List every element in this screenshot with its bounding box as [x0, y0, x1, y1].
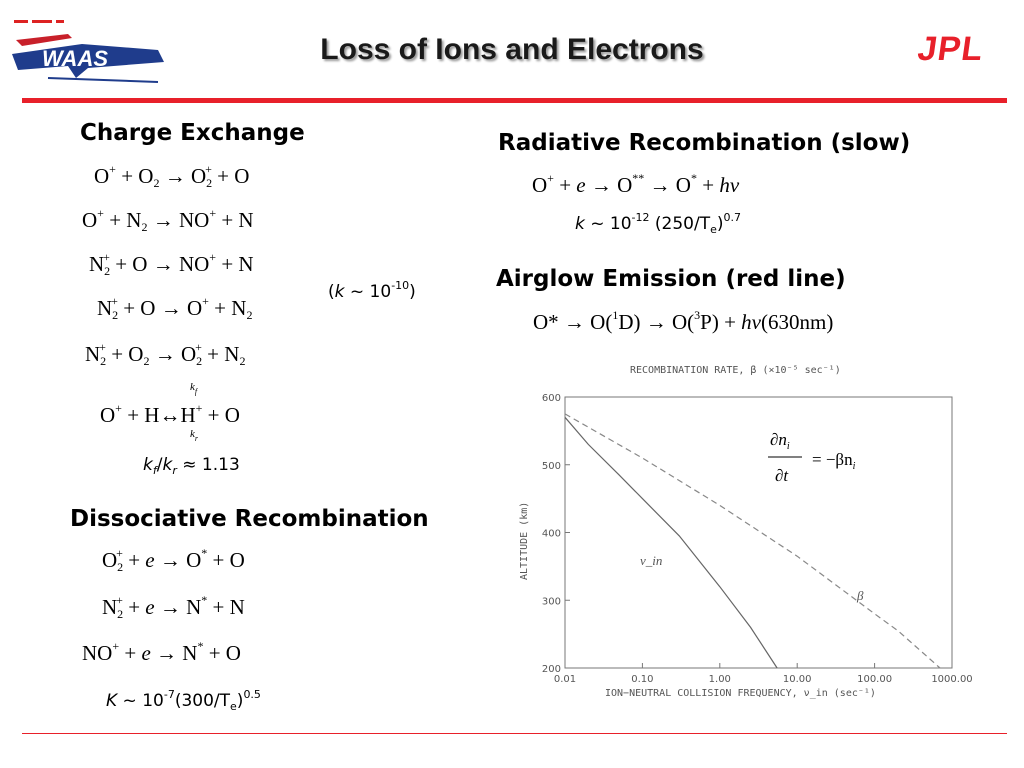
series-label-nu-in: ν_in — [640, 553, 662, 568]
kr-under-arrow: kr — [190, 428, 199, 443]
equation: O+ + H↔H+ + O — [100, 401, 240, 427]
waas-logo: WAAS — [12, 20, 164, 83]
x-tick-label: 100.00 — [857, 674, 892, 685]
airglow-heading: Airglow Emission (red line) — [496, 266, 846, 292]
x-tick-label: 1000.00 — [931, 674, 972, 685]
equation: O+ + e → O** → O* + hv — [532, 171, 740, 197]
y-tick-label: 500 — [542, 461, 561, 472]
kf-kr-ratio: kf/kr ≈ 1.13 — [143, 455, 240, 477]
equation: N2+ + e → N* + N — [102, 593, 245, 621]
chart-title: RECOMBINATION RATE, β (×10⁻⁵ sec⁻¹) — [630, 365, 841, 376]
x-tick-label: 0.10 — [631, 674, 653, 685]
waas-logo-text: WAAS — [42, 46, 108, 71]
y-tick-label: 600 — [542, 393, 561, 404]
chart-x-label: ION−NEUTRAL COLLISION FREQUENCY, ν_in (s… — [605, 688, 876, 699]
x-tick-label: 0.01 — [554, 674, 576, 685]
page-title: Loss of Ions and Electrons — [320, 33, 704, 66]
equation: N2+ + O → NO+ + N — [89, 250, 254, 278]
dissociative-recombination-heading: Dissociative Recombination — [70, 506, 429, 532]
y-tick-label: 200 — [542, 664, 561, 675]
x-tick-label: 1.00 — [709, 674, 731, 685]
x-tick-label: 10.00 — [783, 674, 812, 685]
equation: O+ + O2 → O2+ + O — [94, 162, 250, 190]
kf-over-arrow: kf — [190, 381, 198, 396]
series-line-beta — [564, 413, 941, 669]
equation: N2+ + O → O+ + N2 — [97, 294, 253, 322]
recombination-chart: RECOMBINATION RATE, β (×10⁻⁵ sec⁻¹) ION−… — [519, 365, 973, 699]
title-divider — [22, 98, 1007, 103]
series-line-nu-in — [564, 416, 778, 669]
dissociative-rate: K ~ 10-7(300/Te)0.5 — [106, 688, 261, 713]
radiative-recombination-heading: Radiative Recombination (slow) — [498, 130, 911, 156]
y-tick-label: 400 — [542, 529, 561, 540]
equation: O* → O(1D) → O(3P) + hv(630nm) — [533, 308, 834, 334]
equation: O2+ + e → O* + O — [102, 546, 245, 574]
continuity-equation: ∂ni ∂t = −βni — [770, 430, 856, 485]
radiative-rate: k ~ 10-12 (250/Te)0.7 — [575, 211, 742, 236]
charge-exchange-heading: Charge Exchange — [80, 120, 305, 146]
footer-divider — [22, 733, 1007, 734]
equation: NO+ + e → N* + O — [82, 639, 241, 665]
chart-y-label: ALTITUDE (km) — [519, 502, 530, 580]
y-tick-label: 300 — [542, 596, 561, 607]
charge-exchange-rate: (k ~ 10-10) — [328, 279, 416, 302]
equation: N2+ + O2 → O2+ + N2 — [85, 340, 246, 368]
equation: O+ + N2 → NO+ + N — [82, 206, 254, 234]
series-label-beta: β — [856, 588, 864, 603]
